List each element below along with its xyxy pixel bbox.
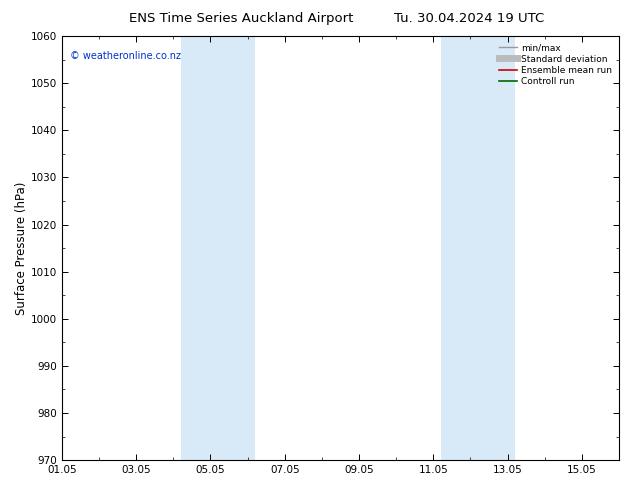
Y-axis label: Surface Pressure (hPa): Surface Pressure (hPa): [15, 181, 28, 315]
Bar: [181, 36, 255, 460]
Legend: min/max, Standard deviation, Ensemble mean run, Controll run: min/max, Standard deviation, Ensemble me…: [496, 41, 614, 89]
Bar: [441, 36, 515, 460]
Text: Tu. 30.04.2024 19 UTC: Tu. 30.04.2024 19 UTC: [394, 12, 544, 25]
Text: © weatheronline.co.nz: © weatheronline.co.nz: [70, 51, 181, 61]
Text: ENS Time Series Auckland Airport: ENS Time Series Auckland Airport: [129, 12, 353, 25]
